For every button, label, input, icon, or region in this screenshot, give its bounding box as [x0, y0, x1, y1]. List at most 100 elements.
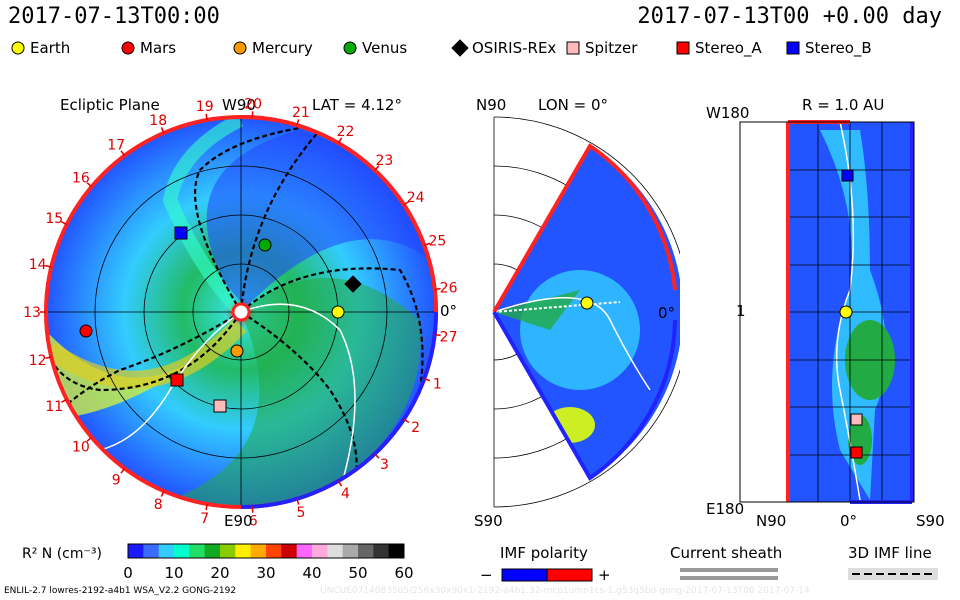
meridional-earth-marker: [580, 296, 594, 310]
radial-spitzer-marker: [850, 413, 863, 426]
legend-label: Mars: [140, 39, 176, 57]
legend-label: OSIRIS-REx: [472, 39, 556, 57]
legend-item-stereo-b: Stereo_B: [786, 39, 872, 58]
ecliptic-earth-marker: [331, 305, 345, 319]
ecliptic-venus-marker: [258, 238, 272, 252]
date-left: 2017-07-13T00:00: [8, 4, 220, 29]
colorbar-segment: [189, 544, 206, 558]
legend-marker: [451, 39, 469, 57]
carrington-tick-label: 8: [154, 497, 163, 513]
legend-item-stereo-a: Stereo_A: [676, 39, 762, 58]
carrington-tick-label: 16: [72, 171, 90, 187]
legend-marker: [676, 41, 690, 55]
legend-item-earth: Earth: [11, 39, 70, 57]
carrington-tick-label: 4: [341, 486, 350, 502]
carrington-tick-mark: [160, 490, 165, 497]
imf-line-label: 3D IMF line: [848, 544, 932, 562]
legend-item-venus: Venus: [343, 39, 407, 57]
watermark-text: UNCUE0714083505/256x30x90x1-2192-a4b1.32…: [320, 586, 810, 596]
carrington-tick-mark: [337, 480, 343, 487]
colorbar-tick-label: 10: [164, 564, 183, 582]
carrington-tick-label: 17: [107, 137, 125, 153]
current-sheath-swatch-1: [680, 568, 778, 572]
colorbar-tick-label: 60: [394, 564, 413, 582]
carrington-tick-label: 18: [149, 113, 167, 129]
carrington-tick-mark: [86, 182, 93, 188]
colorbar-tick-label: 50: [348, 564, 367, 582]
legend-label: Mercury: [252, 39, 313, 57]
colorbar-label: R² N (cm⁻³): [22, 546, 102, 562]
carrington-tick-mark: [403, 418, 410, 424]
ecliptic-spitzer-marker: [213, 399, 227, 413]
ecliptic-right-label: 0°: [440, 302, 457, 320]
ecliptic-title: Ecliptic Plane: [60, 96, 160, 114]
legend-label: Stereo_A: [695, 39, 762, 58]
radial-x-label-0: N90: [756, 512, 786, 530]
carrington-tick-label: 20: [244, 96, 262, 112]
imf-polarity-negative-swatch: [501, 568, 548, 582]
colorbar-segment: [128, 544, 144, 558]
current-sheath-label: Current sheath: [670, 544, 782, 562]
radial-x-label-1: 0°: [840, 512, 857, 530]
colorbar-segment: [296, 544, 313, 558]
legend-item-mars: Mars: [121, 39, 176, 57]
carrington-tick-mark: [160, 127, 165, 134]
imf-polarity-label: IMF polarity: [500, 544, 588, 562]
colorbar-segment: [250, 544, 267, 558]
radial-title: R = 1.0 AU: [802, 96, 884, 114]
carrington-tick-mark: [205, 503, 208, 511]
ecliptic-mercury-marker: [230, 344, 244, 358]
carrington-tick-mark: [434, 333, 441, 337]
legend-item-spitzer: Spitzer: [566, 39, 638, 57]
colorbar-tick-label: 40: [302, 564, 321, 582]
legend-marker: [343, 41, 357, 55]
carrington-tick-mark: [423, 377, 431, 382]
colorbar-segment: [158, 544, 175, 558]
meridional-right-label: 0°: [658, 304, 675, 322]
carrington-tick-mark: [374, 165, 380, 171]
legend-marker: [121, 41, 135, 55]
footer-legends: IMF polarity − + Current sheath 3D IMF l…: [480, 544, 938, 584]
imf-polarity-plus: +: [598, 566, 611, 584]
meridional-top-label: N90: [476, 96, 506, 114]
legend-label: Earth: [30, 39, 70, 57]
carrington-tick-label: 2: [411, 420, 420, 436]
carrington-tick-label: 19: [196, 99, 214, 115]
carrington-tick-mark: [86, 436, 93, 442]
carrington-tick-label: 1: [433, 376, 442, 392]
carrington-tick-label: 21: [292, 105, 310, 121]
carrington-tick-mark: [403, 200, 410, 206]
ecliptic-panel: Ecliptic Plane W90 LAT = 4.12°: [23, 96, 458, 530]
carrington-tick-mark: [61, 398, 68, 403]
colorbar-segment: [327, 544, 344, 558]
legend-marker: [566, 41, 580, 55]
carrington-tick-mark: [296, 119, 300, 126]
legend-label: Stereo_B: [805, 39, 872, 58]
date-right: 2017-07-13T00 +0.00 day: [637, 4, 942, 29]
colorbar-tick-label: 0: [123, 564, 133, 582]
radial-y-mid-label: 1: [736, 302, 746, 320]
carrington-tick-mark: [434, 287, 441, 291]
meridional-bottom-label: S90: [474, 512, 503, 530]
radial-stereo-b-marker: [841, 169, 854, 182]
carrington-tick-label: 10: [72, 439, 90, 455]
imf-polarity-minus: −: [480, 566, 493, 584]
ecliptic-stereo-a-marker: [170, 373, 184, 387]
colorbar-segment: [266, 544, 282, 558]
carrington-tick-mark: [374, 453, 380, 459]
radial-x-label-2: S90: [916, 512, 945, 530]
colorbar-tick-label: 30: [256, 564, 275, 582]
radial-y-top-label: W180: [706, 104, 749, 122]
carrington-tick-label: 6: [249, 514, 258, 530]
footer-text: ENLIL-2.7 lowres-2192-a4b1 WSA_V2.2 GONG…: [4, 586, 237, 596]
carrington-tick-mark: [120, 467, 126, 474]
carrington-tick-mark: [423, 242, 431, 247]
radial-stereo-a-marker: [850, 446, 863, 459]
colorbar-segment: [312, 544, 328, 558]
carrington-tick-label: 24: [407, 190, 425, 206]
carrington-tick-label: 26: [440, 281, 458, 297]
colorbar-segment: [143, 544, 160, 558]
ecliptic-top-label: W90: [222, 96, 256, 114]
colorbar-segment: [235, 544, 252, 558]
meridional-lon-label: LON = 0°: [538, 96, 608, 114]
